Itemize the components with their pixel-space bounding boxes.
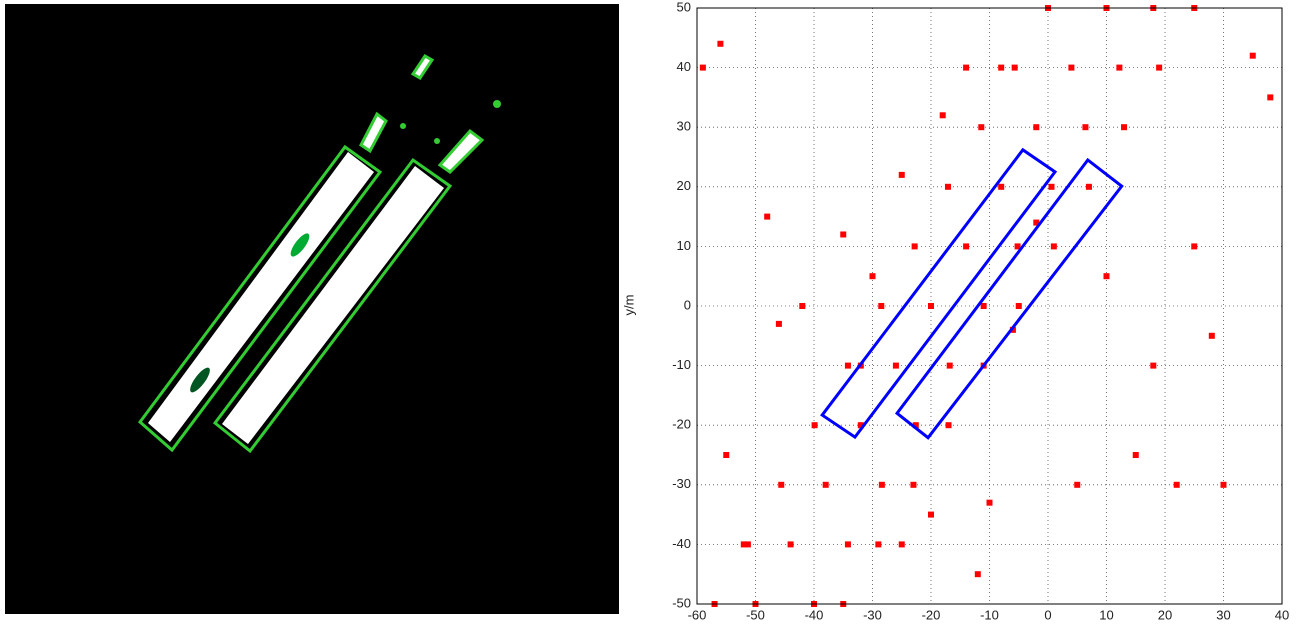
point xyxy=(1082,124,1088,130)
point xyxy=(963,243,969,249)
point xyxy=(845,363,851,369)
x-tick-label: 10 xyxy=(1099,607,1113,622)
x-tick-label: -50 xyxy=(746,607,765,622)
x-tick-label: -10 xyxy=(980,607,999,622)
y-tick-label: -40 xyxy=(672,536,691,551)
y-tick-label: 10 xyxy=(677,238,691,253)
point xyxy=(823,482,829,488)
point xyxy=(1051,243,1057,249)
point xyxy=(845,541,851,547)
page: {"chart_data": {"type": "scatter", "y_la… xyxy=(0,0,1306,629)
point xyxy=(928,303,934,309)
point xyxy=(1250,53,1256,59)
point xyxy=(1121,124,1127,130)
segmentation-image xyxy=(5,4,619,614)
point xyxy=(899,172,905,178)
point xyxy=(840,231,846,237)
point xyxy=(893,363,899,369)
point xyxy=(879,482,885,488)
x-tick-label: 40 xyxy=(1275,607,1289,622)
x-tick-label: -30 xyxy=(863,607,882,622)
point xyxy=(1012,65,1018,71)
y-tick-label: -10 xyxy=(672,357,691,372)
x-tick-label: -20 xyxy=(922,607,941,622)
x-tick-label: 0 xyxy=(1044,607,1051,622)
figure: y/m -60-50-40-30-20-10010203040-50-40-30… xyxy=(0,0,1306,624)
blob xyxy=(493,100,501,108)
point xyxy=(870,273,876,279)
point xyxy=(1191,243,1197,249)
point xyxy=(875,541,881,547)
point xyxy=(998,184,1004,190)
point xyxy=(899,541,905,547)
point xyxy=(940,112,946,118)
point xyxy=(1033,124,1039,130)
y-tick-label: -20 xyxy=(672,417,691,432)
point xyxy=(945,184,951,190)
point xyxy=(717,41,723,47)
y-axis-label: y/m xyxy=(621,295,636,316)
point xyxy=(1068,65,1074,71)
point xyxy=(1016,303,1022,309)
point xyxy=(1086,184,1092,190)
point xyxy=(998,65,1004,71)
point xyxy=(1267,94,1273,100)
y-tick-label: 20 xyxy=(677,178,691,193)
x-tick-label: 20 xyxy=(1158,607,1172,622)
x-tick-label: -40 xyxy=(805,607,824,622)
y-tick-label: 0 xyxy=(684,297,691,312)
point xyxy=(788,541,794,547)
point xyxy=(981,303,987,309)
point xyxy=(1156,65,1162,71)
blob xyxy=(434,138,440,144)
point xyxy=(799,303,805,309)
point xyxy=(741,541,747,547)
point xyxy=(963,65,969,71)
point xyxy=(975,571,981,577)
point xyxy=(1074,482,1080,488)
y-tick-label: 50 xyxy=(677,0,691,14)
point xyxy=(723,452,729,458)
point xyxy=(910,482,916,488)
point xyxy=(1150,363,1156,369)
point xyxy=(764,214,770,220)
point xyxy=(700,65,706,71)
blob xyxy=(400,123,406,129)
point xyxy=(1209,333,1215,339)
point xyxy=(1049,184,1055,190)
point xyxy=(776,321,782,327)
point xyxy=(878,303,884,309)
point xyxy=(812,422,818,428)
point xyxy=(946,422,952,428)
x-tick-label: 30 xyxy=(1216,607,1230,622)
point xyxy=(1174,482,1180,488)
y-tick-label: 40 xyxy=(677,59,691,74)
point xyxy=(912,243,918,249)
y-tick-label: -30 xyxy=(672,476,691,491)
point xyxy=(1104,273,1110,279)
point xyxy=(778,482,784,488)
point xyxy=(1221,482,1227,488)
point xyxy=(1133,452,1139,458)
point xyxy=(947,363,953,369)
point xyxy=(928,512,934,518)
point xyxy=(1116,65,1122,71)
point xyxy=(978,124,984,130)
point xyxy=(987,500,993,506)
y-tick-label: 30 xyxy=(677,119,691,134)
y-tick-label: -50 xyxy=(672,595,691,610)
